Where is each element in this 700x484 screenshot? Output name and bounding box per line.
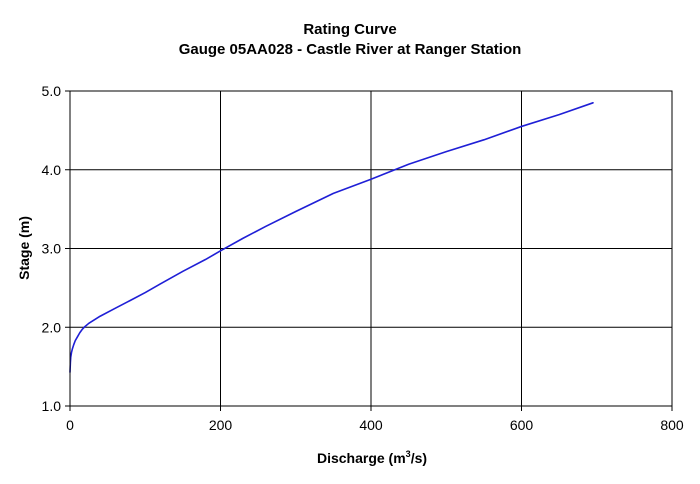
x-axis-label-superscript: 3 (406, 449, 411, 459)
y-tick-label: 1.0 (42, 398, 62, 414)
y-tick-label: 2.0 (42, 319, 62, 335)
y-tick-label: 5.0 (42, 83, 62, 99)
x-tick-label: 0 (66, 417, 74, 433)
y-tick-label: 3.0 (42, 241, 62, 257)
x-axis-label-main: Discharge (m (317, 450, 406, 466)
x-tick-label: 400 (359, 417, 383, 433)
plot-frame (65, 90, 673, 411)
y-tick-label: 4.0 (42, 162, 62, 178)
x-tick-label: 200 (209, 417, 233, 433)
grid-lines (70, 90, 673, 406)
x-tick-labels: 0 200 400 600 800 (66, 417, 684, 433)
rating-curve-line (69, 102, 594, 373)
chart-subtitle: Gauge 05AA028 - Castle River at Ranger S… (179, 41, 522, 58)
y-axis-label: Stage (m) (16, 216, 32, 280)
x-tick-label: 600 (510, 417, 534, 433)
chart-title: Rating Curve (303, 21, 396, 38)
x-tick-label: 800 (660, 417, 684, 433)
y-tick-labels: 1.0 2.0 3.0 4.0 5.0 (42, 83, 62, 414)
series-layer (69, 102, 594, 373)
x-axis-label-tail: /s) (411, 450, 427, 466)
x-axis-label: Discharge (m3/s) (317, 449, 427, 466)
